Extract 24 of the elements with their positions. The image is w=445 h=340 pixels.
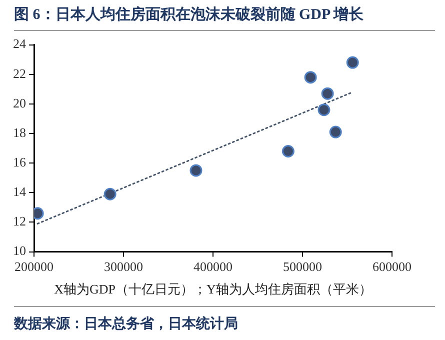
- point: [104, 188, 116, 200]
- point: [329, 126, 342, 138]
- point: [346, 56, 359, 69]
- point: [318, 104, 330, 116]
- point: [282, 145, 294, 158]
- y-tick-label: 10: [13, 243, 26, 258]
- point: [304, 71, 317, 84]
- x-tick-label: 300000: [104, 259, 143, 274]
- y-tick-label: 24: [13, 36, 26, 52]
- chart-title: 图 6：日本人均住房面积在泡沫未破裂前随 GDP 增长: [14, 5, 435, 31]
- source-note: 数据来源：日本总务省，日本统计局: [14, 306, 435, 333]
- y-tick-label: 22: [13, 66, 26, 81]
- y-tick-label: 12: [13, 214, 26, 229]
- y-tick-label: 20: [13, 95, 26, 110]
- x-tick-label: 600000: [372, 259, 412, 274]
- x-axis-title: X轴为GDP（十亿日元）；Y轴为人均住房面积（平米）: [54, 282, 372, 297]
- x-tick-label: 500000: [283, 259, 322, 274]
- y-tick-label: 14: [13, 184, 26, 200]
- point: [321, 87, 334, 100]
- y-tick-label: 16: [13, 154, 26, 170]
- x-tick-label: 400000: [194, 259, 232, 274]
- x-tick-label: 200000: [14, 259, 54, 274]
- y-tick-label: 18: [13, 124, 26, 140]
- point: [190, 164, 202, 177]
